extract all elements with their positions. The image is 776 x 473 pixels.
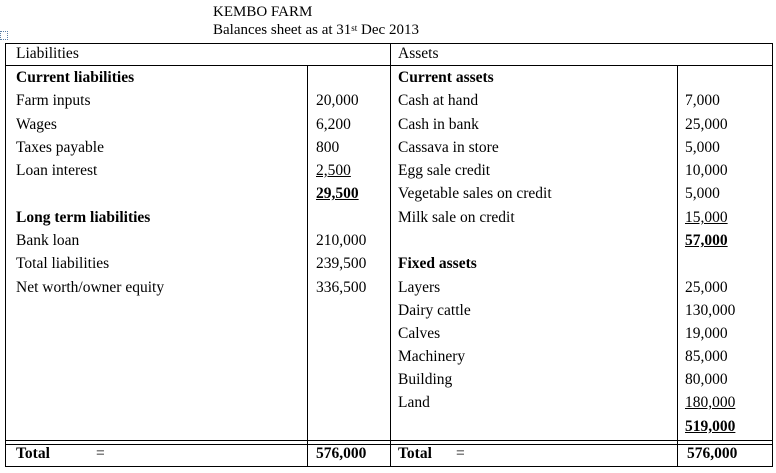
liability-value-loan-interest: 2,500: [316, 162, 351, 179]
liability-label-wages: Wages: [16, 116, 57, 133]
liability-value-net-worth: 336,500: [316, 279, 367, 296]
table-border-top: [5, 43, 773, 44]
asset-label-cash-in-bank: Cash in bank: [398, 116, 479, 133]
asset-value-calves: 19,000: [685, 325, 728, 342]
liabilities-value-divider: [307, 65, 308, 467]
asset-label-cash-at-hand: Cash at hand: [398, 92, 479, 109]
current-assets-subtotal: 57,000: [685, 232, 728, 249]
liability-label-loan-interest: Loan interest: [16, 162, 98, 179]
asset-label-layers: Layers: [398, 279, 441, 296]
total-row-divider-top: [5, 440, 773, 441]
liability-value-wages: 6,200: [316, 116, 351, 133]
assets-total-label: Total: [398, 445, 432, 462]
liability-value-total-liabilities: 239,500: [316, 255, 367, 272]
assets-total-equals: =: [456, 445, 465, 462]
balance-sheet-subtitle: Balances sheet as at 31st Dec 2013: [213, 22, 419, 39]
balance-sheet-table: Liabilities Assets Current liabilities F…: [5, 43, 773, 467]
liability-label-taxes-payable: Taxes payable: [16, 139, 104, 156]
long-term-liabilities-heading: Long term liabilities: [16, 209, 151, 226]
table-border-right: [772, 43, 773, 467]
subtitle-suffix: Dec 2013: [357, 22, 419, 38]
asset-label-dairy-cattle: Dairy cattle: [398, 302, 471, 319]
table-border-left: [5, 43, 6, 467]
total-row-divider-bottom: [5, 444, 773, 445]
subtitle-superscript: st: [351, 23, 358, 33]
asset-label-land: Land: [398, 394, 430, 411]
liability-label-farm-inputs: Farm inputs: [16, 92, 91, 109]
fixed-assets-subtotal: 519,000: [685, 418, 736, 435]
asset-value-land: 180,000: [685, 394, 736, 411]
asset-label-calves: Calves: [398, 325, 441, 342]
liabilities-total-label: Total: [16, 445, 50, 462]
asset-label-building: Building: [398, 371, 453, 388]
asset-label-egg-sale-credit: Egg sale credit: [398, 162, 491, 179]
table-border-bottom: [5, 466, 773, 467]
assets-header: Assets: [398, 45, 439, 62]
assets-value-divider: [677, 65, 678, 467]
farm-name-title: KEMBO FARM: [213, 4, 313, 20]
liability-label-total-liabilities: Total liabilities: [16, 255, 110, 272]
header-row-divider: [5, 65, 773, 66]
fixed-assets-heading: Fixed assets: [398, 255, 477, 272]
asset-value-vegetable-sales: 5,000: [685, 185, 720, 202]
liabilities-total-value: 576,000: [316, 445, 367, 462]
liability-label-net-worth: Net worth/owner equity: [16, 279, 165, 296]
liabilities-total-equals: =: [96, 445, 105, 462]
assets-total-value: 576,000: [687, 445, 738, 462]
asset-value-cassava-in-store: 5,000: [685, 139, 720, 156]
asset-label-cassava-in-store: Cassava in store: [398, 139, 499, 156]
asset-value-cash-at-hand: 7,000: [685, 92, 720, 109]
asset-value-dairy-cattle: 130,000: [685, 302, 736, 319]
anchor-handle-icon[interactable]: [0, 31, 8, 40]
asset-value-building: 80,000: [685, 371, 728, 388]
asset-value-machinery: 85,000: [685, 348, 728, 365]
asset-value-egg-sale-credit: 10,000: [685, 162, 728, 179]
liability-label-bank-loan: Bank loan: [16, 232, 80, 249]
liabilities-assets-divider: [390, 43, 391, 467]
current-assets-heading: Current assets: [398, 69, 494, 86]
liability-value-farm-inputs: 20,000: [316, 92, 359, 109]
current-liabilities-heading: Current liabilities: [16, 69, 135, 86]
current-liabilities-subtotal: 29,500: [316, 185, 359, 202]
liability-value-bank-loan: 210,000: [316, 232, 367, 249]
liabilities-header: Liabilities: [16, 45, 79, 62]
subtitle-prefix: Balances sheet as at 31: [213, 22, 352, 38]
asset-label-milk-sale-credit: Milk sale on credit: [398, 209, 515, 226]
asset-label-vegetable-sales: Vegetable sales on credit: [398, 185, 552, 202]
asset-value-cash-in-bank: 25,000: [685, 116, 728, 133]
asset-value-milk-sale-credit: 15,000: [685, 209, 728, 226]
asset-value-layers: 25,000: [685, 279, 728, 296]
asset-label-machinery: Machinery: [398, 348, 466, 365]
liability-value-taxes-payable: 800: [316, 139, 340, 156]
